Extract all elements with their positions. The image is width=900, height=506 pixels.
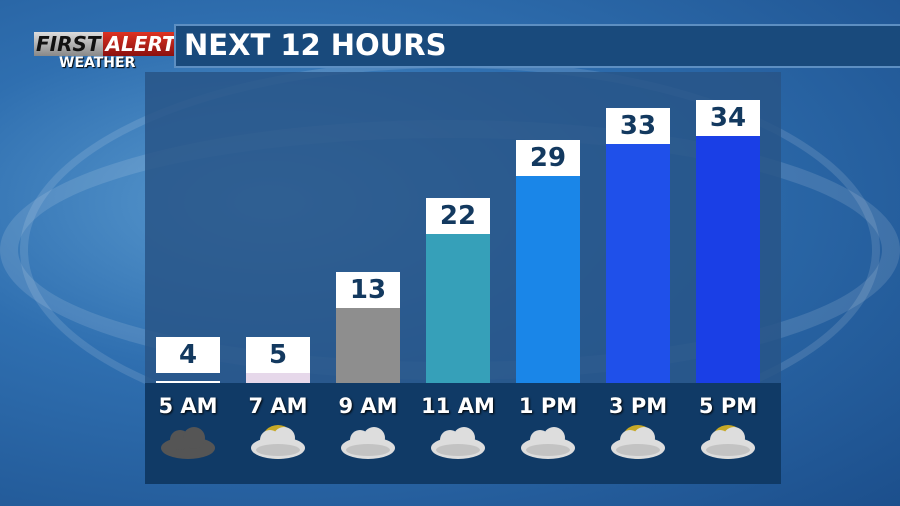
bar-3 (426, 233, 490, 383)
cloudy-night-icon (161, 427, 215, 459)
logo-weather: WEATHER (59, 55, 136, 71)
partly-sunny-icon (611, 425, 665, 459)
cloudy-icon (521, 427, 575, 459)
data-label: 13 (336, 271, 400, 308)
logo-first: FIRST (34, 32, 103, 56)
chart-panel: 4 5 AM 5 7 AM 13 9 AM 22 11 AM 29 1 PM 33 3 PM 34 5 P… (145, 72, 781, 484)
time-label: 7 AM (248, 394, 308, 418)
time-label: 1 PM (518, 394, 578, 418)
data-label: 29 (516, 140, 580, 177)
first-alert-weather-logo: FIRST ALERT WEATHER (34, 32, 179, 74)
logo-alert: ALERT (102, 32, 179, 56)
data-label: 34 (696, 99, 760, 136)
data-label: 22 (426, 197, 490, 234)
partly-sunny-icon (251, 425, 305, 459)
bar-4 (516, 176, 580, 383)
partly-sunny-icon (701, 425, 755, 459)
data-label: 33 (606, 107, 670, 144)
data-label: 4 (156, 337, 220, 373)
data-label: 5 (246, 337, 310, 373)
time-label: 3 PM (608, 394, 668, 418)
page-title: NEXT 12 HOURS (184, 28, 447, 62)
time-label: 11 AM (421, 394, 495, 418)
bar-1 (246, 373, 310, 383)
title-bar: NEXT 12 HOURS (174, 24, 900, 68)
bar-6 (696, 135, 760, 383)
time-label: 5 AM (158, 394, 218, 418)
time-label: 5 PM (698, 394, 758, 418)
time-label: 9 AM (338, 394, 398, 418)
bar-0 (156, 381, 220, 383)
cloudy-icon (341, 427, 395, 459)
bar-2 (336, 307, 400, 383)
bar-5 (606, 143, 670, 383)
cloudy-icon (431, 427, 485, 459)
